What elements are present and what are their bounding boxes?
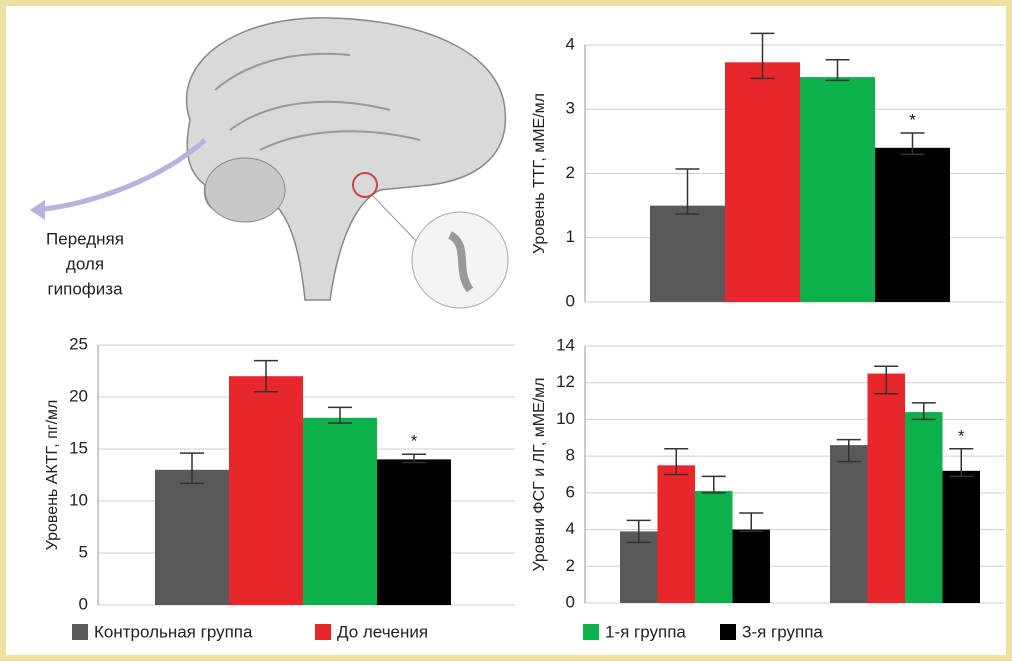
label: гипофиза	[47, 279, 123, 298]
legend-label: Контрольная группа	[94, 622, 253, 641]
legend-swatch	[720, 624, 736, 640]
error-bar	[949, 448, 974, 478]
brain-illustration: Передняя доля гипофиза	[30, 17, 509, 309]
bar	[229, 376, 303, 605]
y-tick-label: 10	[556, 409, 575, 428]
y-tick-label: 6	[566, 482, 575, 501]
y-tick-label: 2	[566, 163, 575, 182]
error-bar	[328, 406, 352, 424]
y-tick-label: 4	[566, 519, 575, 538]
label: доля	[66, 254, 104, 273]
y-tick-label: 14	[556, 335, 575, 354]
annotation: *	[958, 426, 965, 445]
label: Передняя	[46, 229, 124, 248]
y-tick-label: 25	[69, 334, 88, 353]
bar	[303, 417, 377, 605]
bar	[695, 491, 733, 603]
bar	[657, 465, 695, 603]
y-tick-label: 12	[556, 372, 575, 391]
y-tick-label: 10	[69, 490, 88, 509]
annotation: *	[909, 111, 916, 130]
y-tick-label: 20	[69, 386, 88, 405]
y-tick-label: 4	[566, 34, 575, 53]
bar	[155, 469, 229, 605]
bar	[867, 373, 905, 603]
error-bar	[900, 132, 925, 155]
bar	[725, 62, 800, 302]
error-bar	[836, 438, 861, 463]
y-axis-title: Уровень АКТГ, пг/мл	[44, 400, 61, 551]
error-bar	[750, 32, 775, 80]
y-axis-title: Уровень ТТГ, мМЕ/мл	[531, 93, 548, 254]
error-bar	[675, 168, 700, 215]
bar	[942, 470, 980, 603]
bar	[800, 77, 875, 302]
error-bar	[180, 452, 204, 485]
bar	[620, 531, 658, 603]
bar	[377, 459, 451, 605]
y-tick-label: 2	[566, 556, 575, 575]
bar	[875, 147, 950, 302]
y-tick-label: 0	[566, 291, 575, 310]
legend-swatch	[583, 624, 599, 640]
legend-label: До лечения	[337, 622, 428, 641]
y-tick-label: 15	[69, 438, 88, 457]
error-bar	[825, 59, 850, 82]
y-tick-label: 0	[79, 594, 88, 613]
bar	[732, 529, 770, 603]
y-tick-label: 3	[566, 99, 575, 118]
legend-label: 1-я группа	[605, 622, 686, 641]
error-bar	[911, 402, 936, 421]
error-bar	[402, 453, 426, 464]
annotation: *	[411, 432, 418, 451]
y-axis-title: Уровни ФСГ и ЛГ, мМЕ/мл	[531, 377, 548, 571]
error-bar	[254, 359, 278, 393]
error-bar	[739, 512, 764, 533]
bar	[830, 445, 868, 603]
error-bar	[701, 475, 726, 494]
y-tick-label: 5	[79, 542, 88, 561]
bar	[650, 205, 725, 302]
error-bar	[664, 448, 689, 476]
error-bar	[874, 365, 899, 395]
bar	[905, 412, 943, 603]
legend-label: 3-я группа	[742, 622, 823, 641]
y-tick-label: 1	[566, 227, 575, 246]
legend-swatch	[72, 624, 88, 640]
error-bar	[626, 519, 651, 544]
y-tick-label: 8	[566, 446, 575, 465]
y-tick-label: 0	[566, 592, 575, 611]
legend-swatch	[315, 624, 331, 640]
